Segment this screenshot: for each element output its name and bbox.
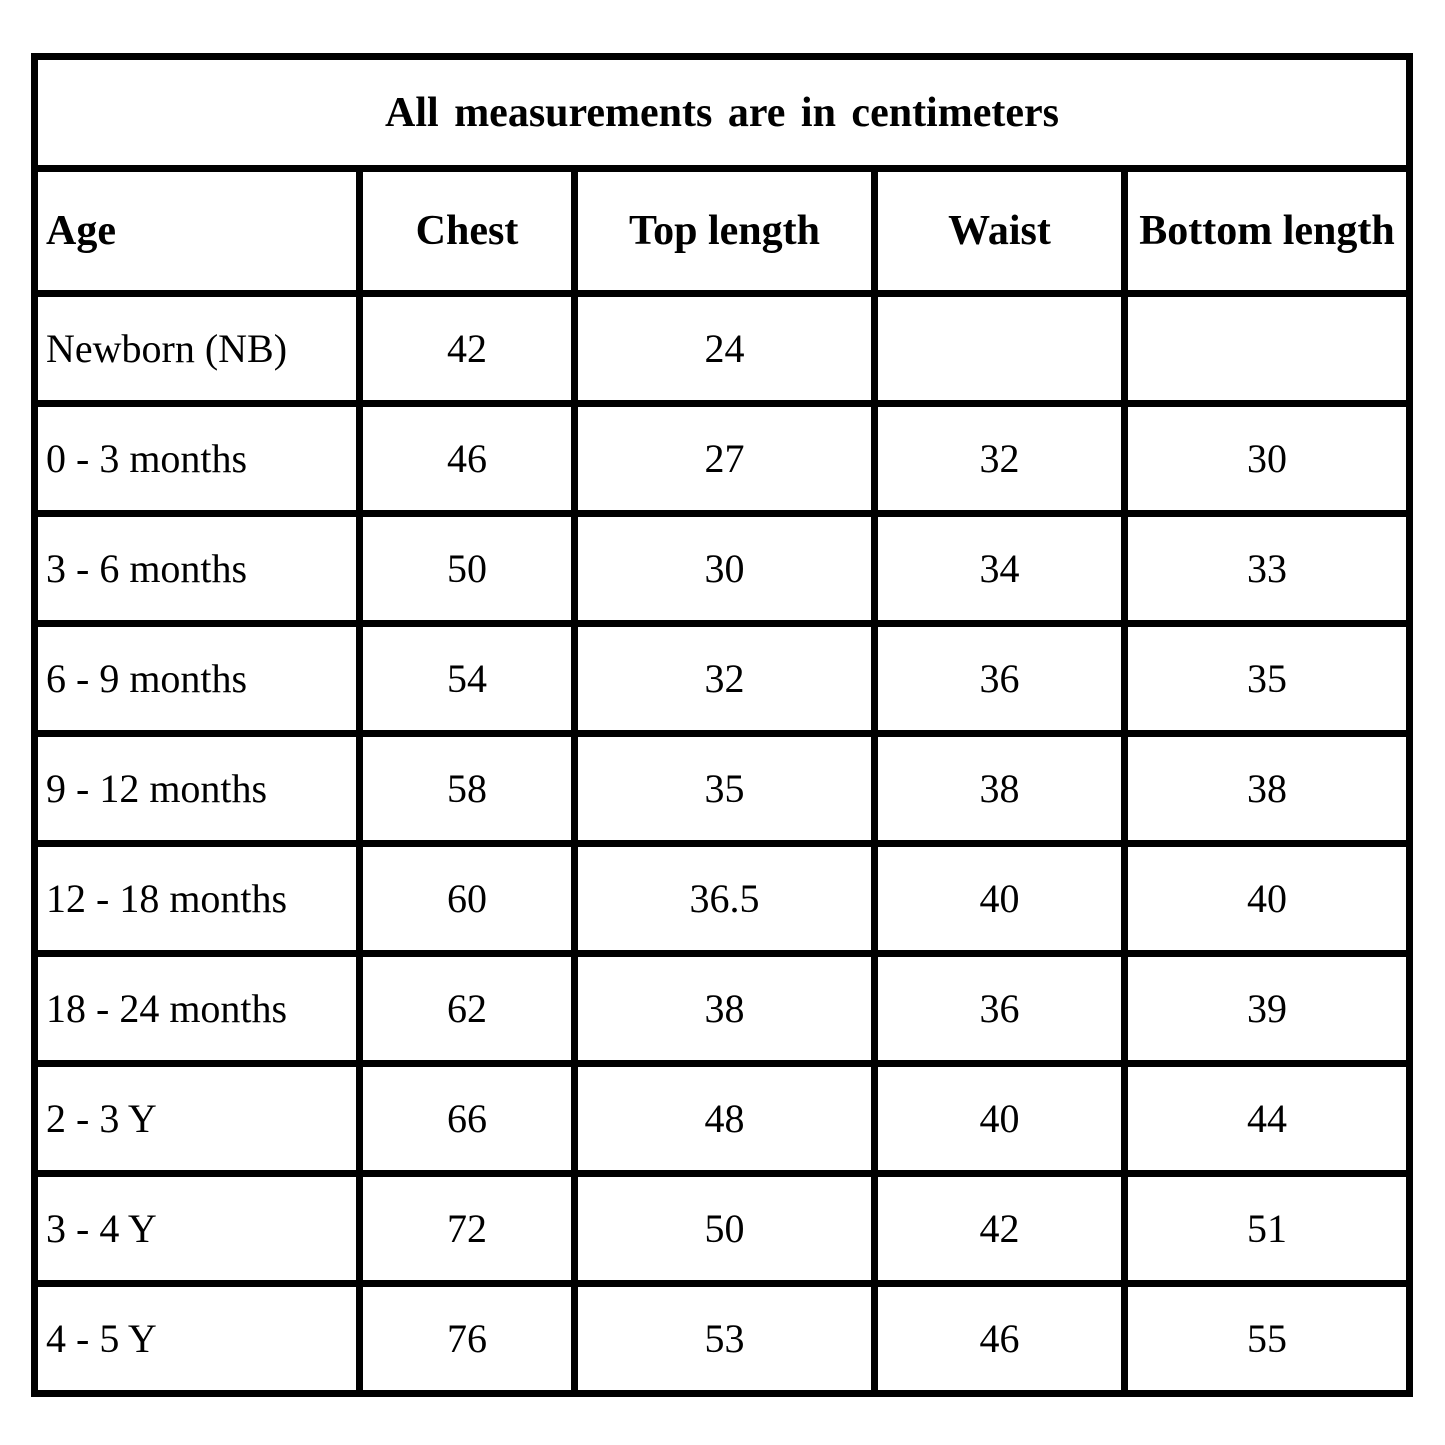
- bottom-length-cell: 35: [1121, 620, 1413, 737]
- chest-cell: 62: [356, 950, 578, 1067]
- age-cell: Newborn (NB): [31, 290, 363, 407]
- waist-cell: 40: [871, 1060, 1128, 1177]
- chest-cell: 54: [356, 620, 578, 737]
- waist-cell: 32: [871, 400, 1128, 517]
- age-cell: 3 - 4 Y: [31, 1170, 363, 1287]
- table-title: All measurements are in centimeters: [31, 53, 1413, 172]
- table-row: 0 - 3 months 46 27 32 30: [31, 400, 1413, 517]
- chest-cell: 66: [356, 1060, 578, 1177]
- age-cell: 18 - 24 months: [31, 950, 363, 1067]
- waist-cell: 34: [871, 510, 1128, 627]
- chest-cell: 42: [356, 290, 578, 407]
- top-length-cell: 38: [571, 950, 878, 1067]
- bottom-length-cell: 33: [1121, 510, 1413, 627]
- waist-cell: [871, 290, 1128, 407]
- chest-cell: 60: [356, 840, 578, 957]
- waist-cell: 46: [871, 1280, 1128, 1397]
- waist-cell: 42: [871, 1170, 1128, 1287]
- chest-cell: 76: [356, 1280, 578, 1397]
- size-chart-table: All measurements are in centimeters Age …: [31, 53, 1413, 1397]
- bottom-length-cell: [1121, 290, 1413, 407]
- chest-cell: 50: [356, 510, 578, 627]
- waist-cell: 40: [871, 840, 1128, 957]
- table-row: 18 - 24 months 62 38 36 39: [31, 950, 1413, 1067]
- age-cell: 9 - 12 months: [31, 730, 363, 847]
- bottom-length-cell: 51: [1121, 1170, 1413, 1287]
- bottom-length-cell: 44: [1121, 1060, 1413, 1177]
- age-cell: 0 - 3 months: [31, 400, 363, 517]
- table-row: 3 - 4 Y 72 50 42 51: [31, 1170, 1413, 1287]
- column-header-age: Age: [31, 165, 363, 297]
- bottom-length-cell: 38: [1121, 730, 1413, 847]
- bottom-length-cell: 55: [1121, 1280, 1413, 1397]
- bottom-length-cell: 30: [1121, 400, 1413, 517]
- table-row: 3 - 6 months 50 30 34 33: [31, 510, 1413, 627]
- top-length-cell: 48: [571, 1060, 878, 1177]
- top-length-cell: 53: [571, 1280, 878, 1397]
- waist-cell: 36: [871, 620, 1128, 737]
- top-length-cell: 36.5: [571, 840, 878, 957]
- table-row: 6 - 9 months 54 32 36 35: [31, 620, 1413, 737]
- top-length-cell: 27: [571, 400, 878, 517]
- top-length-cell: 50: [571, 1170, 878, 1287]
- column-header-bottom-length: Bottom length: [1121, 165, 1413, 297]
- waist-cell: 38: [871, 730, 1128, 847]
- table-row: 12 - 18 months 60 36.5 40 40: [31, 840, 1413, 957]
- age-cell: 2 - 3 Y: [31, 1060, 363, 1177]
- age-cell: 3 - 6 months: [31, 510, 363, 627]
- table-row: Newborn (NB) 42 24: [31, 290, 1413, 407]
- table-row: 2 - 3 Y 66 48 40 44: [31, 1060, 1413, 1177]
- column-header-chest: Chest: [356, 165, 578, 297]
- table-header-row: Age Chest Top length Waist Bottom length: [31, 165, 1413, 297]
- table-row: 4 - 5 Y 76 53 46 55: [31, 1280, 1413, 1397]
- age-cell: 6 - 9 months: [31, 620, 363, 737]
- column-header-waist: Waist: [871, 165, 1128, 297]
- bottom-length-cell: 39: [1121, 950, 1413, 1067]
- waist-cell: 36: [871, 950, 1128, 1067]
- top-length-cell: 30: [571, 510, 878, 627]
- chest-cell: 72: [356, 1170, 578, 1287]
- bottom-length-cell: 40: [1121, 840, 1413, 957]
- top-length-cell: 24: [571, 290, 878, 407]
- top-length-cell: 35: [571, 730, 878, 847]
- top-length-cell: 32: [571, 620, 878, 737]
- age-cell: 4 - 5 Y: [31, 1280, 363, 1397]
- table-title-row: All measurements are in centimeters: [31, 53, 1413, 172]
- chest-cell: 58: [356, 730, 578, 847]
- chest-cell: 46: [356, 400, 578, 517]
- column-header-top-length: Top length: [571, 165, 878, 297]
- table-row: 9 - 12 months 58 35 38 38: [31, 730, 1413, 847]
- age-cell: 12 - 18 months: [31, 840, 363, 957]
